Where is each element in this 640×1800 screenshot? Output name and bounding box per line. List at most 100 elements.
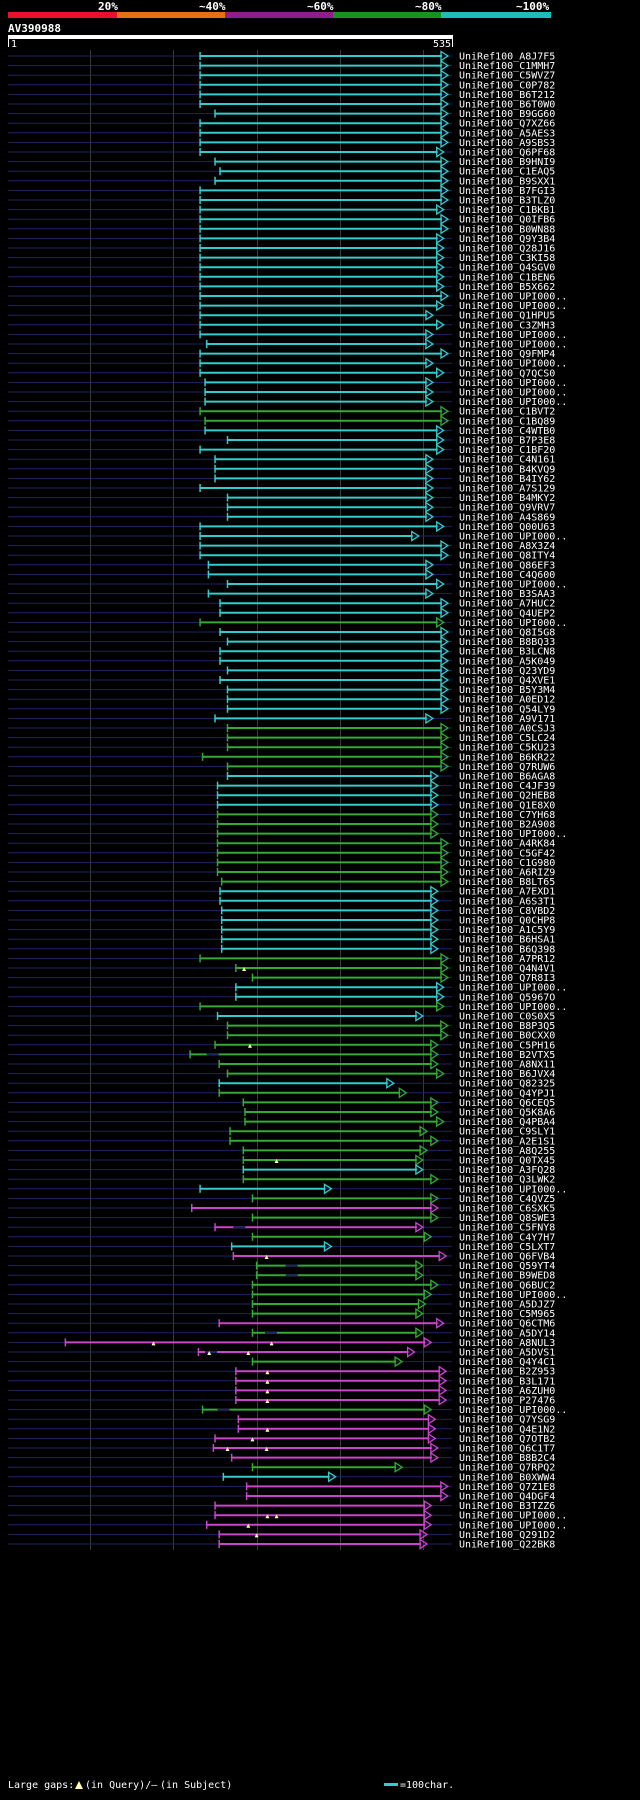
hit-row[interactable]: UniRef100_P27476 [8,1394,555,1407]
hit-label[interactable]: UniRef100_B6Q398 [459,944,555,955]
hit-row[interactable]: UniRef100_Q7OTB2 [8,1432,555,1445]
hit-label[interactable]: UniRef100_UPI000.. [459,983,567,994]
hit-row[interactable]: UniRef100_C1BKB1 [8,203,555,216]
hit-row[interactable]: UniRef100_C4Q600 [8,568,555,581]
hit-label[interactable]: UniRef100_B3LCN8 [459,647,555,658]
hit-label[interactable]: UniRef100_Q7YSG9 [459,1415,555,1426]
hit-label[interactable]: UniRef100_A7HUC2 [459,599,555,610]
hit-row[interactable]: UniRef100_Q1HPU5 [8,309,555,322]
hit-row[interactable]: UniRef100_B2Z953 [8,1365,555,1378]
hit-row[interactable]: UniRef100_C4N161 [8,453,555,466]
hit-row[interactable]: UniRef100_B3L171 [8,1375,555,1387]
hit-label[interactable]: UniRef100_C9SLY1 [459,1127,555,1138]
hit-row[interactable]: UniRef100_Q4YPJ1 [8,1087,555,1099]
hit-label[interactable]: UniRef100_C7YH68 [459,810,555,821]
hit-label[interactable]: UniRef100_Q7RPQ2 [459,1463,555,1474]
hit-label[interactable]: UniRef100_C5FNY8 [459,1223,555,1234]
hit-label[interactable]: UniRef100_Q82325 [459,1079,555,1090]
hit-label[interactable]: UniRef100_UPI000.. [459,1184,567,1195]
hit-label[interactable]: UniRef100_Q4E1N2 [459,1424,555,1435]
hit-row[interactable]: UniRef100_UPI000.. [8,616,567,629]
hit-row[interactable]: UniRef100_Q7Z1E8 [8,1480,555,1493]
hit-row[interactable]: UniRef100_B8BQ33 [8,635,555,648]
hit-row[interactable]: UniRef100_Q4PBA4 [8,1115,555,1128]
hit-label[interactable]: UniRef100_A5K049 [459,656,555,667]
hit-label[interactable]: UniRef100_C8VBD2 [459,906,555,917]
hit-row[interactable]: UniRef100_UPI000.. [8,1183,567,1195]
hit-label[interactable]: UniRef100_Q8I5G8 [459,628,555,639]
hit-row[interactable]: UniRef100_Q0TX45 [8,1154,555,1167]
hit-label[interactable]: UniRef100_UPI000.. [459,330,567,341]
hit-row[interactable]: UniRef100_B2VTX5 [8,1048,555,1061]
hit-label[interactable]: UniRef100_Q5967O [459,992,555,1003]
hit-label[interactable]: UniRef100_C4JF39 [459,781,555,792]
hit-label[interactable]: UniRef100_UPI000.. [459,580,567,591]
hit-label[interactable]: UniRef100_Q6BUC2 [459,1280,555,1291]
hit-row[interactable]: UniRef100_Q23YD9 [8,664,555,677]
hit-label[interactable]: UniRef100_C0P782 [459,80,555,91]
hit-label[interactable]: UniRef100_A9V171 [459,714,555,725]
hit-label[interactable]: UniRef100_A8NX11 [459,1060,555,1071]
hit-row[interactable]: UniRef100_Q7XZ66 [8,117,555,130]
hit-row[interactable]: UniRef100_A9V171 [8,712,555,725]
hit-label[interactable]: UniRef100_A6S3T1 [459,896,555,907]
hit-row[interactable]: UniRef100_A0ED12 [8,693,555,706]
hit-label[interactable]: UniRef100_C4Y7H7 [459,1232,555,1243]
hit-label[interactable]: UniRef100_A2E1S1 [459,1136,555,1147]
hit-row[interactable]: UniRef100_UPI000.. [8,290,567,303]
hit-label[interactable]: UniRef100_Q7RUW6 [459,762,555,773]
hit-label[interactable]: UniRef100_A0CSJ3 [459,724,555,735]
hit-row[interactable]: UniRef100_Q54LY9 [8,703,555,715]
hit-label[interactable]: UniRef100_Q8ITY4 [459,551,555,562]
hit-label[interactable]: UniRef100_UPI000.. [459,1520,567,1531]
hit-label[interactable]: UniRef100_C3KI58 [459,253,555,264]
hit-label[interactable]: UniRef100_Q9Y3B4 [459,234,555,245]
hit-label[interactable]: UniRef100_A7PR12 [459,954,555,965]
hit-row[interactable]: UniRef100_B6AGA8 [8,770,555,783]
hit-label[interactable]: UniRef100_A9SBS3 [459,138,555,149]
hit-label[interactable]: UniRef100_B3L171 [459,1376,555,1387]
hit-label[interactable]: UniRef100_A5AES3 [459,128,555,139]
hit-label[interactable]: UniRef100_B6KR22 [459,752,555,763]
hit-label[interactable]: UniRef100_Q0TX45 [459,1156,555,1167]
hit-row[interactable]: UniRef100_B6JVX4 [8,1067,555,1080]
hit-label[interactable]: UniRef100_C1BVT2 [459,407,555,418]
hit-label[interactable]: UniRef100_A5DY14 [459,1328,555,1339]
hit-row[interactable]: UniRef100_B6KR22 [8,751,555,763]
hit-label[interactable]: UniRef100_Q7R8I3 [459,973,555,984]
hit-label[interactable]: UniRef100_Q00U63 [459,522,555,533]
hit-row[interactable]: UniRef100_UPI000.. [8,981,567,994]
hit-row[interactable]: UniRef100_B3SAA3 [8,587,555,600]
hit-label[interactable]: UniRef100_B4IY62 [459,474,555,485]
hit-label[interactable]: UniRef100_Q1E8X0 [459,800,555,811]
hit-row[interactable]: UniRef100_Q4Y4C1 [8,1355,555,1368]
hit-label[interactable]: UniRef100_B2A908 [459,820,555,831]
hit-label[interactable]: UniRef100_B9GG60 [459,109,555,120]
hit-row[interactable]: UniRef100_Q2HEB8 [8,789,555,802]
hit-label[interactable]: UniRef100_C4N161 [459,455,555,466]
hit-row[interactable]: UniRef100_Q22BK8 [8,1538,555,1551]
hit-label[interactable]: UniRef100_Q0IFB6 [459,215,555,226]
hit-label[interactable]: UniRef100_C1MMH7 [459,61,555,72]
hit-label[interactable]: UniRef100_A4RK84 [459,839,555,850]
hit-row[interactable]: UniRef100_C5GF42 [8,847,555,859]
hit-row[interactable]: UniRef100_Q6C1T7 [8,1442,555,1455]
hit-label[interactable]: UniRef100_Q4YPJ1 [459,1088,555,1099]
hit-label[interactable]: UniRef100_Q0CHP8 [459,916,555,927]
hit-row[interactable]: UniRef100_C4Y7H7 [8,1231,555,1243]
hit-row[interactable]: UniRef100_A5DVS1 [8,1346,555,1359]
hit-row[interactable]: UniRef100_Q59YT4 [8,1259,555,1272]
hit-row[interactable]: UniRef100_Q4DGF4 [8,1490,555,1503]
hit-label[interactable]: UniRef100_A8NUL3 [459,1338,555,1349]
hit-row[interactable]: UniRef100_C1BEN6 [8,271,555,283]
hit-row[interactable]: UniRef100_B7P3E8 [8,434,555,447]
hit-row[interactable]: UniRef100_UPI000.. [8,1403,567,1416]
hit-row[interactable]: UniRef100_B5Y3M4 [8,683,555,696]
hit-row[interactable]: UniRef100_C1EAQ5 [8,165,555,178]
hit-row[interactable]: UniRef100_A7S129 [8,482,555,495]
hit-label[interactable]: UniRef100_B0CXX0 [459,1031,555,1042]
hit-label[interactable]: UniRef100_B9HNI9 [459,157,555,168]
hit-row[interactable]: UniRef100_C1BVT2 [8,405,555,418]
hit-row[interactable]: UniRef100_A8J7F5 [8,50,555,63]
hit-row[interactable]: UniRef100_Q4SGV0 [8,261,555,274]
